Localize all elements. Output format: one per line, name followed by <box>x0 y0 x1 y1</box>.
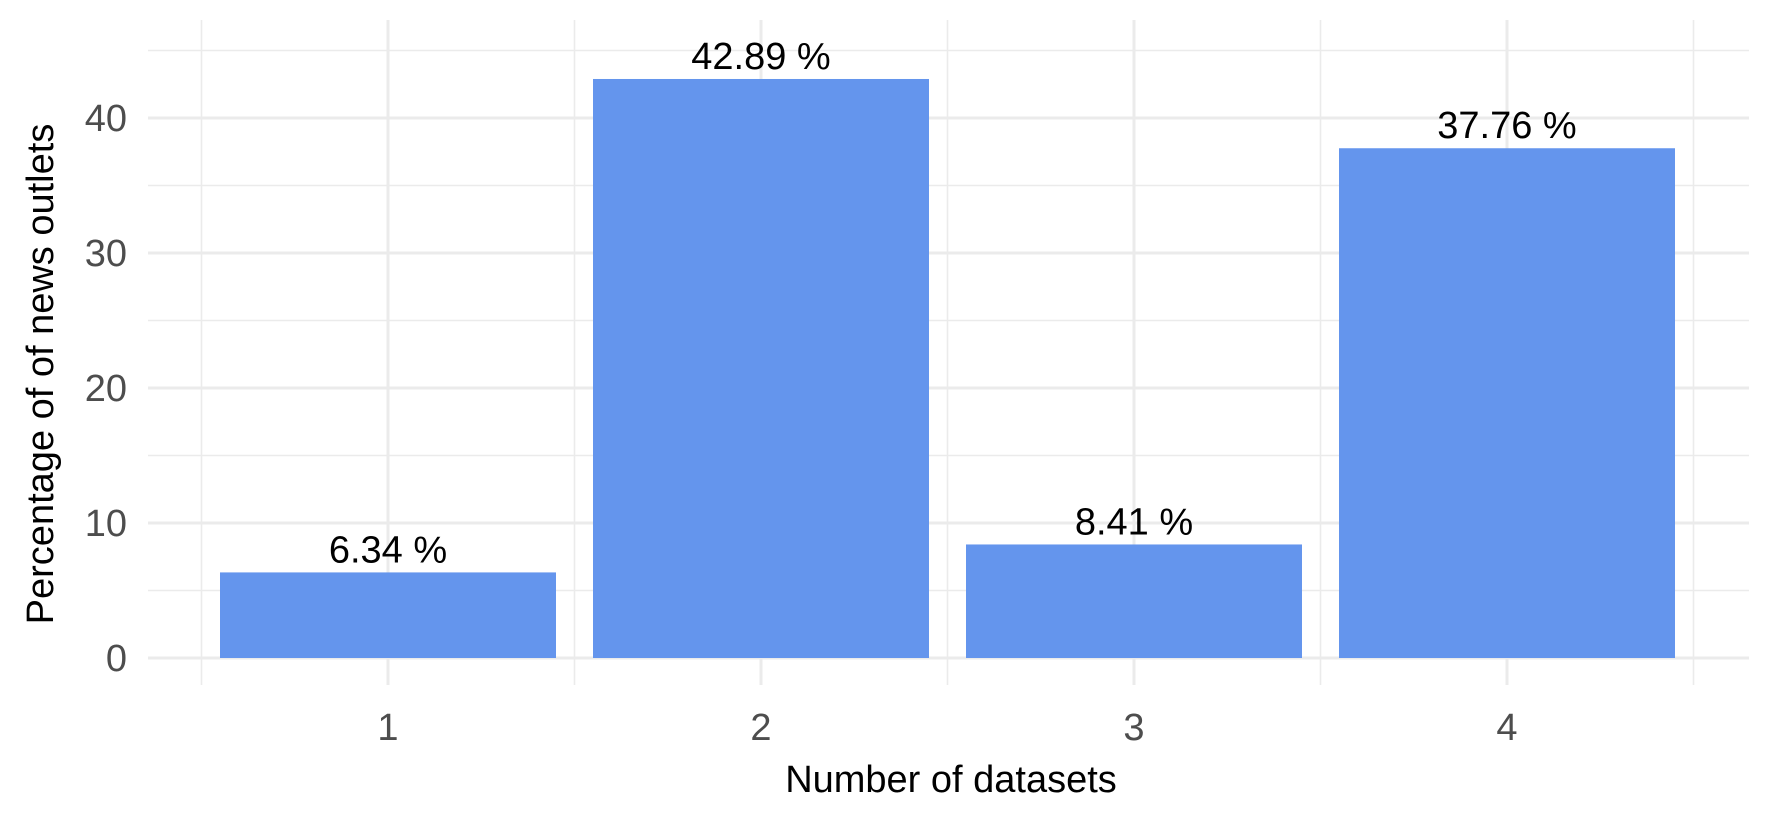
bar-4 <box>1339 148 1675 659</box>
x-tick-4: 4 <box>1496 707 1517 749</box>
y-tick-30: 30 <box>85 233 127 275</box>
y-tick-40: 40 <box>85 98 127 140</box>
y-tick-0: 0 <box>106 638 127 680</box>
data-label-4: 37.76 % <box>1437 105 1576 147</box>
bar-3 <box>966 544 1302 658</box>
y-tick-20: 20 <box>85 368 127 410</box>
data-label-2: 42.89 % <box>691 36 830 78</box>
data-label-1: 6.34 % <box>329 529 447 571</box>
y-tick-labels: 0 10 20 30 40 <box>85 98 127 680</box>
data-label-3: 8.41 % <box>1075 501 1193 543</box>
data-labels: 6.34 % 42.89 % 8.41 % 37.76 % <box>329 36 1577 571</box>
bar-2 <box>593 78 929 659</box>
x-tick-3: 3 <box>1123 707 1144 749</box>
x-tick-2: 2 <box>750 707 771 749</box>
x-tick-1: 1 <box>377 707 398 749</box>
x-tick-labels: 1 2 3 4 <box>377 707 1517 749</box>
x-axis-title: Number of datasets <box>785 759 1117 801</box>
y-axis-title: Percentage of of news outlets <box>20 124 62 625</box>
bars <box>220 78 1675 659</box>
bar-1 <box>220 572 556 658</box>
y-tick-10: 10 <box>85 503 127 545</box>
